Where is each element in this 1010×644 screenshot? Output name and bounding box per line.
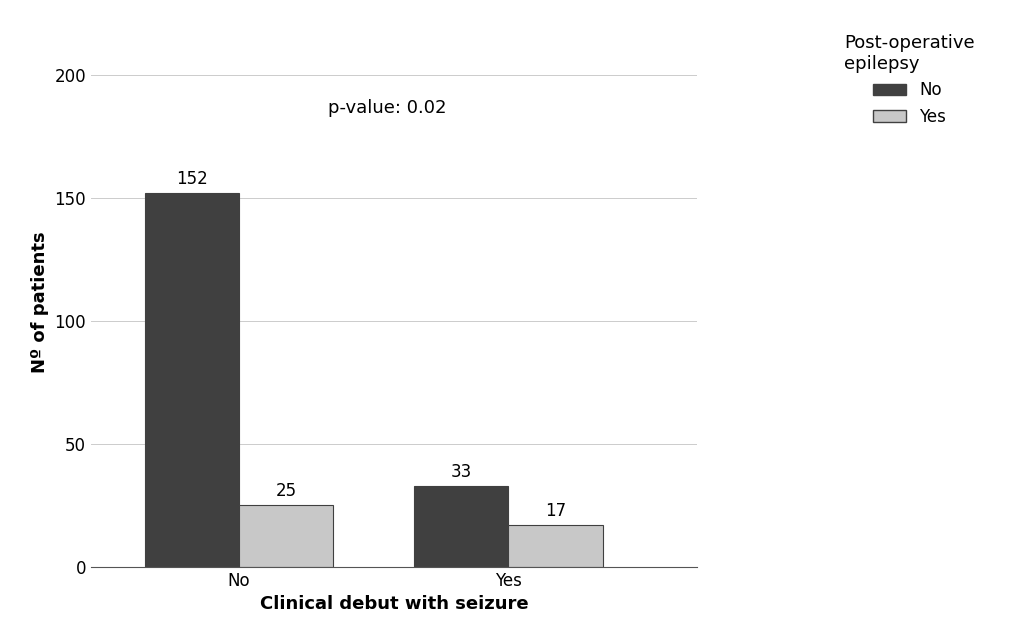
Text: 152: 152 (176, 171, 208, 189)
X-axis label: Clinical debut with seizure: Clinical debut with seizure (260, 595, 528, 613)
Text: 25: 25 (276, 482, 297, 500)
Bar (414, 486, 508, 567)
Bar (144, 193, 239, 567)
Text: 33: 33 (450, 463, 472, 481)
Bar (239, 506, 333, 567)
Legend: No, Yes: No, Yes (837, 28, 982, 133)
Y-axis label: Nº of patients: Nº of patients (31, 232, 48, 374)
Text: 17: 17 (545, 502, 566, 520)
Bar (508, 525, 603, 567)
Text: p-value: 0.02: p-value: 0.02 (328, 99, 446, 117)
